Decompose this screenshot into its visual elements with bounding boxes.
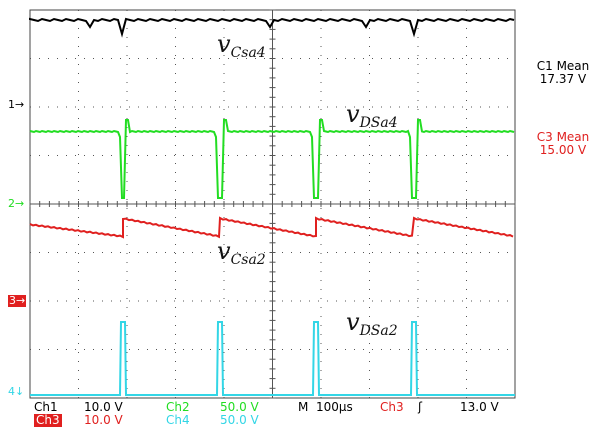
ch3-marker: 3→	[8, 294, 27, 307]
ch1-name: Ch1	[34, 400, 58, 414]
ch3-trace	[29, 216, 514, 239]
ch1-trace	[29, 17, 515, 38]
ch2-marker: 2→	[8, 197, 25, 210]
ch3-scale: 10.0 V	[84, 413, 123, 427]
timebase: M 100µs	[298, 400, 353, 414]
label-vcsa4: vCsa4	[217, 30, 266, 61]
c3-mean-label: C3 Mean	[536, 130, 590, 144]
ch4-marker: 4↓	[8, 385, 25, 398]
trigger-source: Ch3	[380, 400, 404, 414]
ch4-name: Ch4	[166, 413, 190, 427]
label-vdsa4: vDSa4	[346, 100, 398, 131]
label-vdsa2: vDSa2	[346, 308, 398, 339]
graticule	[29, 9, 516, 399]
label-vcsa2: vCsa2	[217, 237, 266, 268]
c1-mean-value: 17.37 V	[539, 72, 587, 86]
ch1-scale: 10.0 V	[84, 400, 123, 414]
ch4-scale: 50.0 V	[220, 413, 259, 427]
c1-mean-label: C1 Mean	[536, 59, 590, 73]
ch2-trace	[29, 119, 515, 199]
c3-mean-value: 15.00 V	[539, 143, 587, 157]
ch1-marker: 1→	[8, 98, 25, 111]
trigger-slope-icon: ʃ	[418, 400, 423, 414]
ch4-trace	[30, 321, 515, 396]
trigger-level: 13.0 V	[460, 400, 499, 414]
ch2-name: Ch2	[166, 400, 190, 414]
ch3-name: Ch3	[34, 413, 62, 427]
ch2-scale: 50.0 V	[220, 400, 259, 414]
